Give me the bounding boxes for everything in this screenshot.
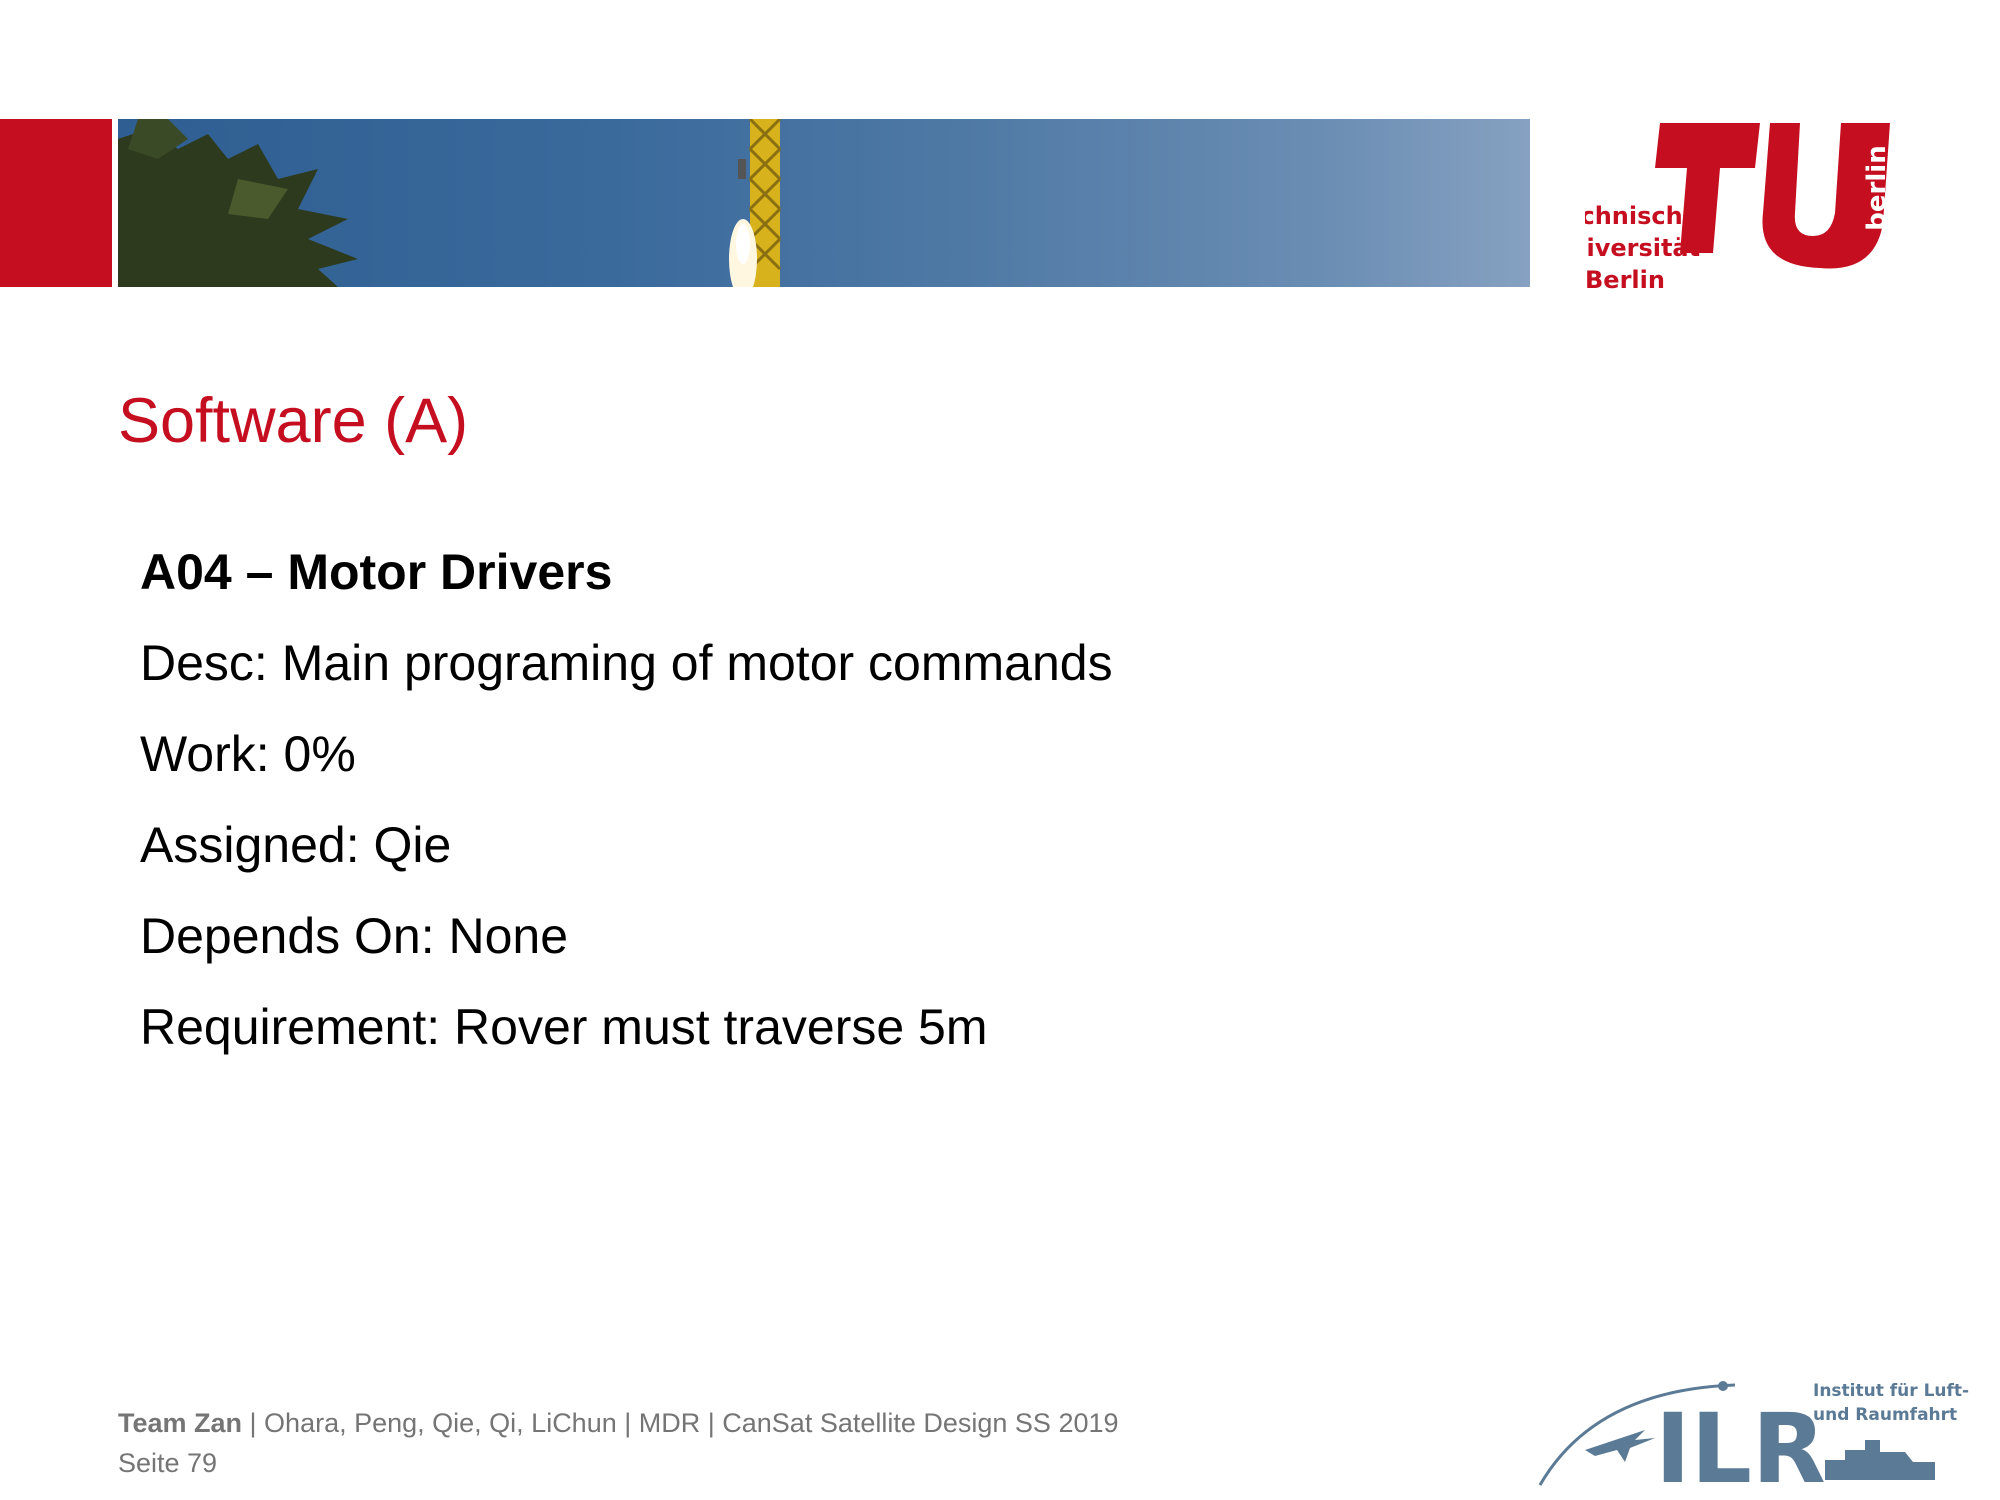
slide-content: A04 – Motor Drivers Desc: Main programin… — [140, 527, 1740, 1073]
footer-page-number: Seite 79 — [118, 1448, 218, 1478]
task-work-progress: Work: 0% — [140, 726, 356, 782]
task-description: Desc: Main programing of motor commands — [140, 635, 1113, 691]
slide-title: Software (A) — [118, 386, 469, 456]
ilr-logo: ILR Institut für Luft- und Raumfahrt — [1535, 1370, 1975, 1500]
task-dependencies: Depends On: None — [140, 908, 569, 964]
footer-credits: Team Zan | Ohara, Peng, Qie, Qi, LiChun … — [118, 1403, 1119, 1443]
ilr-caption-line-1: Institut für Luft- — [1813, 1381, 1969, 1401]
task-assignee: Assigned: Qie — [140, 817, 452, 873]
building-icon — [1825, 1440, 1935, 1480]
header-banner-image — [118, 119, 1530, 287]
slide-footer: Team Zan | Ohara, Peng, Qie, Qi, LiChun … — [118, 1403, 1119, 1483]
tu-logo-line-1: Technische — [1585, 202, 1699, 230]
ilr-letters: ILR — [1655, 1393, 1826, 1490]
tu-logo-line-3: Berlin — [1585, 266, 1665, 294]
ilr-caption-line-2: und Raumfahrt — [1813, 1405, 1957, 1425]
footer-team-name: Team Zan — [118, 1408, 243, 1438]
header-red-block — [0, 119, 112, 287]
airplane-icon — [1585, 1430, 1655, 1462]
task-requirement: Requirement: Rover must traverse 5m — [140, 999, 988, 1055]
tu-berlin-logo: berlin Technische Universität Berlin — [1550, 118, 1905, 298]
tu-logo-side-text: berlin — [1862, 145, 1892, 230]
task-heading: A04 – Motor Drivers — [140, 544, 613, 600]
satellite-icon — [1718, 1381, 1728, 1391]
footer-details: | Ohara, Peng, Qie, Qi, LiChun | MDR | C… — [242, 1408, 1119, 1438]
tu-logo-line-2: Universität — [1585, 234, 1700, 262]
